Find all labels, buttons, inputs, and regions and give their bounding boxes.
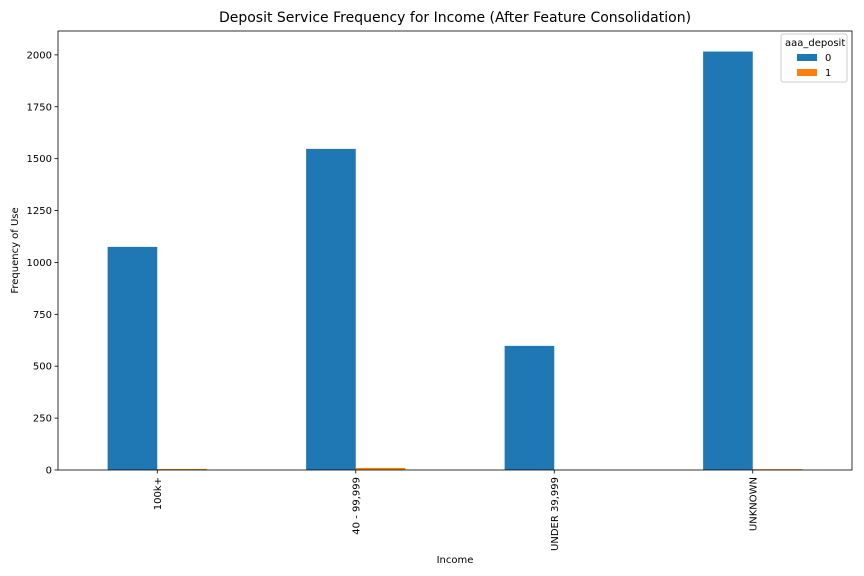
bar-series-0-2 [504,345,555,470]
y-tick-label: 0 [46,466,52,477]
y-tick-label: 750 [33,310,52,321]
bar-series-0-3 [703,51,753,470]
legend-label-0: 0 [825,53,831,64]
y-tick-label: 1000 [27,258,52,269]
legend-title: aaa_deposit [785,38,845,49]
y-tick-label: 1750 [27,102,52,113]
plot-frame [57,30,853,471]
y-tick-label: 250 [33,414,52,425]
x-tick-label: 100k+ [153,477,164,510]
bar-series-1-0 [157,468,207,470]
y-axis-label: Frequency of Use [10,207,21,293]
plot-area: 0 250 500 750 1000 1250 1500 1750 2000 100k+ 40 - … [27,30,853,551]
x-tick-label: UNKNOWN [748,477,759,531]
legend-label-1: 1 [825,68,831,79]
bar-series-1-3 [752,469,803,470]
y-tick-label: 1500 [27,154,52,165]
y-tick-label: 1250 [27,206,52,217]
legend-swatch-1 [797,69,817,76]
x-tick-label: 40 - 99,999 [351,477,362,535]
x-axis-label: Income [437,555,474,566]
bar-series-0-0 [107,246,158,470]
legend-swatch-0 [797,54,817,61]
legend: aaa_deposit 0 1 [780,33,848,83]
y-tick-label: 500 [33,362,52,373]
bar-series-1-1 [355,467,406,470]
bar-series-0-1 [306,148,356,471]
y-tick-label: 2000 [27,50,52,61]
x-tick-label: UNDER 39,999 [550,477,561,551]
chart-title: Deposit Service Frequency for Income (Af… [219,10,691,26]
